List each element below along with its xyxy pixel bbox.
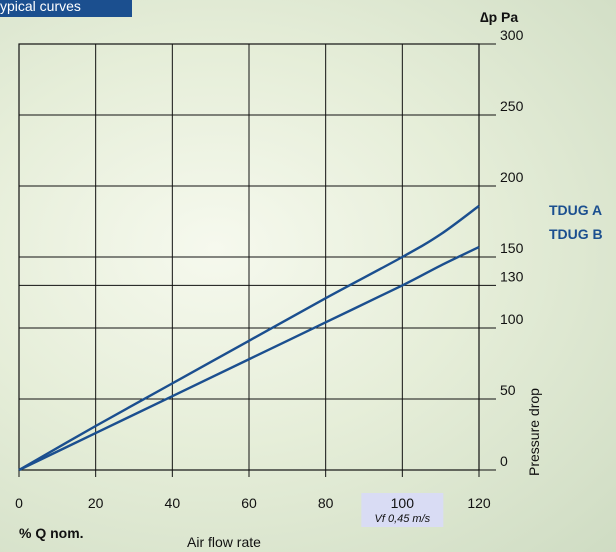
legend-entry: TDUG A (549, 202, 602, 218)
x-note-label: Vf 0,45 m/s (375, 513, 431, 525)
y-tick-label: 250 (500, 98, 524, 114)
y-tick-label: 300 (500, 27, 524, 43)
legend-entry: TDUG B (549, 226, 603, 242)
x-unit-label: % Q nom. (19, 525, 84, 541)
grid-lines (19, 44, 479, 470)
y-tick-label: 50 (500, 382, 516, 398)
y-tick-label: 0 (500, 453, 508, 469)
y-axis-title: Pressure drop (526, 388, 542, 476)
x-tick-label: 60 (241, 495, 257, 511)
x-axis-title: Air flow rate (187, 534, 261, 550)
x-tick-label: 0 (15, 495, 23, 511)
chart-title-tab: ypical curves (0, 0, 132, 17)
series-line-tdug-b (18, 245, 480, 472)
y-tick-label: 200 (500, 169, 524, 185)
x-tick-label: 40 (165, 495, 181, 511)
x-tick-label: 100 (391, 495, 415, 511)
plot-frame (18, 43, 480, 471)
y-tick-label: 150 (500, 240, 524, 256)
y-unit-label: ∆p Pa (480, 9, 518, 25)
x-tick-label: 20 (88, 495, 104, 511)
x-tick-label: 120 (467, 495, 491, 511)
y-tick-label: 100 (500, 311, 524, 327)
x-note-highlight (361, 493, 444, 527)
y-tick-label: 130 (500, 268, 524, 284)
series-line-tdug-a (18, 204, 480, 472)
x-tick-label: 80 (318, 495, 334, 511)
